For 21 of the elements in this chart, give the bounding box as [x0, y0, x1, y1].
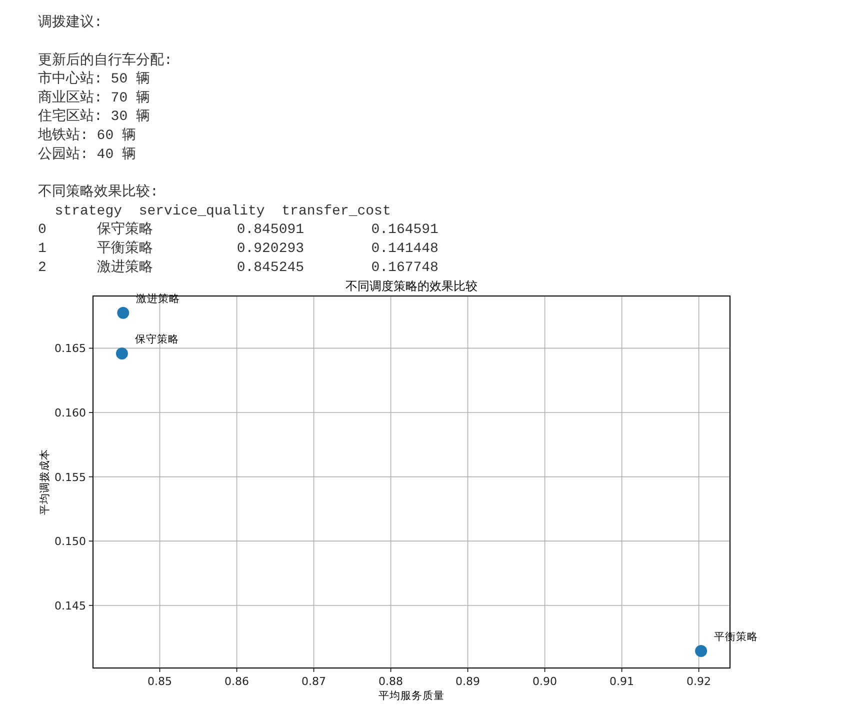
- series-label: 保守策略: [134, 332, 179, 346]
- point: [695, 645, 708, 658]
- y-tick-label: 0.160: [54, 406, 86, 420]
- x-tick-label: 0.87: [302, 675, 326, 688]
- x-axis-title: 平均服务质量: [378, 689, 444, 702]
- x-tick-label: 0.89: [456, 675, 480, 688]
- x-tick-label: 0.90: [532, 675, 558, 688]
- y-tick-label: 0.165: [54, 342, 86, 356]
- x-tick-label: 0.86: [224, 675, 250, 688]
- chart-title: 不同调度策略的效果比较: [346, 279, 478, 293]
- y-tick-label: 0.145: [54, 599, 86, 612]
- x-tick-label: 0.88: [378, 675, 404, 688]
- x-tick-label: 0.85: [148, 675, 172, 688]
- y-tick-label: 0.155: [54, 470, 86, 484]
- x-tick-label: 0.92: [686, 675, 712, 688]
- annotations: 调拨建议: 更新后的自行车分配: 市中心站: 50 辆 商业区站: 70 辆 住宅区站: 30 辆 地铁站: 60 辆 公园站: 40 辆 不同策略效果比较: strategy service_quality transfer_cost 0 保守策略 0.845091 0.164591 1 平衡策略 0.920293 0.141448 2 激进策略 0.845245 0.167748: [38, 15, 438, 276]
- point: [116, 347, 128, 360]
- y-axis-title: 平均调拨成本: [38, 449, 51, 515]
- point: [117, 306, 130, 319]
- x-tick-label: 0.91: [610, 675, 634, 688]
- y-tick-label: 0.150: [54, 535, 86, 548]
